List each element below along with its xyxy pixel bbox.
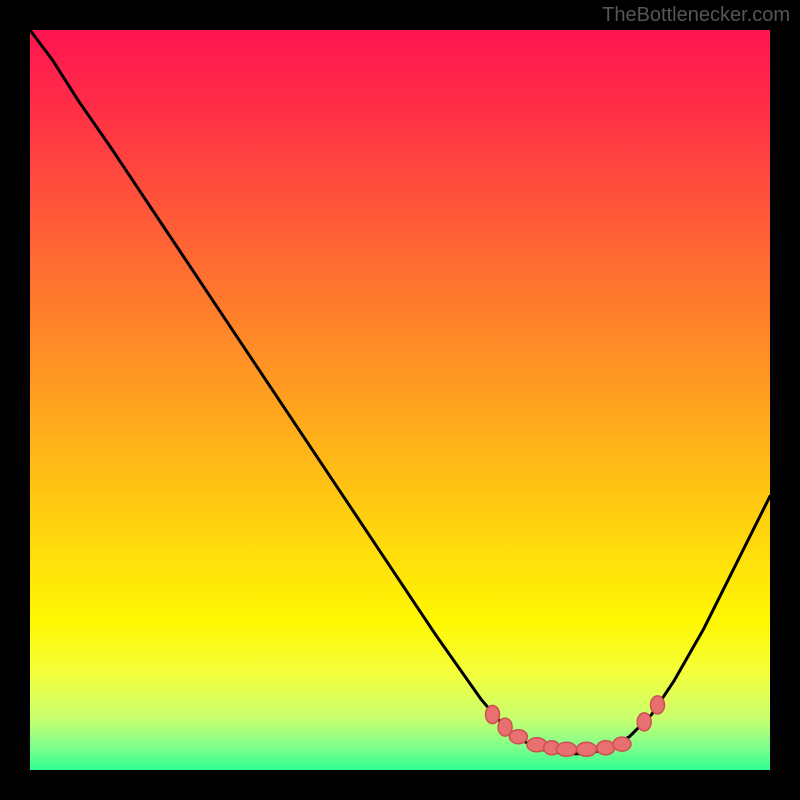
attribution-text: TheBottlenecker.com [602, 4, 790, 27]
bottleneck-curve [30, 30, 770, 754]
marker-point [557, 742, 577, 756]
plot-area [30, 30, 770, 770]
marker-point [637, 713, 651, 731]
marker-point [577, 742, 597, 756]
marker-point [486, 706, 500, 724]
marker-point [651, 696, 665, 714]
markers-group [486, 696, 665, 756]
marker-point [509, 730, 527, 744]
chart-overlay [30, 30, 770, 770]
marker-point [597, 741, 615, 755]
marker-point [613, 737, 631, 751]
